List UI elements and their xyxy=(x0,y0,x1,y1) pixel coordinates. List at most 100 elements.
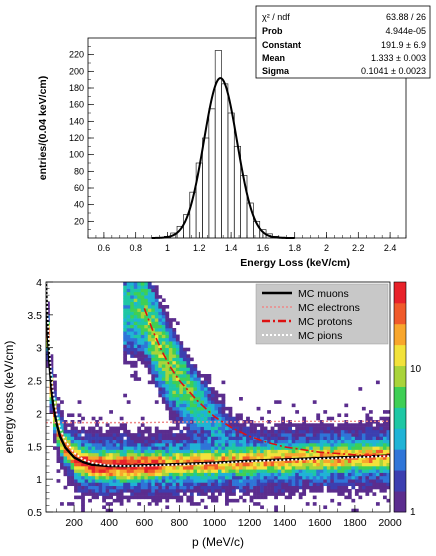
x-tick-label: 1.6 xyxy=(257,243,270,253)
heatmap-cell xyxy=(323,472,328,477)
heatmap-cell xyxy=(281,482,285,487)
heatmap-cell xyxy=(186,469,191,473)
heatmap-cell xyxy=(123,439,128,444)
heatmap-cell xyxy=(214,400,219,404)
heatmap-cell xyxy=(379,449,384,454)
heatmap-cell xyxy=(151,285,156,289)
heatmap-cell xyxy=(298,439,303,444)
heatmap-cell xyxy=(91,475,96,480)
heatmap-cell xyxy=(154,321,159,326)
heatmap-cell xyxy=(74,443,78,447)
heatmap-cell xyxy=(368,472,373,477)
heatmap-cell xyxy=(337,452,342,457)
heatmap-cell xyxy=(102,446,106,450)
heatmap-cell xyxy=(193,446,198,450)
heatmap-cell xyxy=(165,475,170,480)
heatmap-cell xyxy=(316,433,321,437)
heatmap-cell xyxy=(67,439,71,444)
heatmap-cell xyxy=(67,469,71,473)
heatmap-cell xyxy=(158,495,163,500)
heatmap-cell xyxy=(175,469,180,473)
heatmap-cell xyxy=(260,492,264,496)
heatmap-cell xyxy=(379,436,384,441)
heatmap-cell xyxy=(172,449,177,454)
heatmap-cell xyxy=(298,469,303,473)
heatmap-cell xyxy=(140,321,145,326)
heatmap-cell xyxy=(249,489,254,493)
heatmap-cell xyxy=(284,436,289,441)
heatmap-cell xyxy=(225,479,229,483)
heatmap-cell xyxy=(53,423,57,427)
heatmap-cell xyxy=(298,472,303,477)
heatmap-cell xyxy=(130,334,135,339)
heatmap-cell xyxy=(225,472,229,477)
heatmap-cell xyxy=(382,456,387,460)
heatmap-cell xyxy=(302,423,307,427)
heatmap-cell xyxy=(161,347,166,352)
heatmap-cell xyxy=(274,479,278,483)
heatmap-cell xyxy=(249,433,254,437)
x-tick-label: 1.4 xyxy=(225,243,238,253)
heatmap-cell xyxy=(151,288,156,293)
heatmap-cell xyxy=(361,443,366,447)
heatmap-cell xyxy=(144,354,149,358)
heatmap-cell xyxy=(354,492,359,496)
heatmap-plot-frame xyxy=(45,281,391,513)
heatmap-cell xyxy=(218,456,222,460)
heatmap-cell xyxy=(319,475,324,480)
heatmap-cell xyxy=(95,456,99,460)
heatmap-cell xyxy=(260,482,264,487)
heatmap-cell xyxy=(302,439,307,444)
heatmap-cell xyxy=(147,475,152,480)
heatmap-cell xyxy=(74,452,78,457)
heatmap-cell xyxy=(67,502,71,506)
heatmap-cell xyxy=(312,475,317,480)
heatmap-cell xyxy=(344,403,349,408)
heatmap-cell xyxy=(70,482,75,487)
heatmap-cell xyxy=(112,443,117,447)
heatmap-cell xyxy=(182,456,187,460)
heatmap-cell xyxy=(372,449,377,454)
heatmap-cell xyxy=(270,492,275,496)
heatmap-cell xyxy=(189,475,194,480)
heatmap-cell xyxy=(63,466,68,470)
heatmap-cell xyxy=(137,466,142,470)
heatmap-cell xyxy=(207,420,212,424)
heatmap-cell xyxy=(214,393,219,398)
heatmap-cell xyxy=(302,479,307,483)
heatmap-cell xyxy=(126,311,131,316)
heatmap-cell xyxy=(232,436,236,441)
heatmap-cell xyxy=(288,475,293,480)
heatmap-cell xyxy=(218,410,222,414)
heatmap-cell xyxy=(274,400,278,404)
heatmap-cell xyxy=(182,459,187,464)
heatmap-cell xyxy=(123,472,128,477)
heatmap-cell xyxy=(277,482,282,487)
heatmap-cell xyxy=(154,433,159,437)
heatmap-cell xyxy=(98,429,103,434)
heatmap-cell xyxy=(144,285,149,289)
heatmap-cell xyxy=(203,426,208,431)
heatmap-cell xyxy=(165,433,170,437)
heatmap-cell xyxy=(221,393,226,398)
heatmap-cell xyxy=(123,305,128,309)
heatmap-cell xyxy=(126,314,131,319)
heatmap-cell xyxy=(140,456,145,460)
heatmap-cell xyxy=(193,452,198,457)
heatmap-cell xyxy=(74,472,78,477)
heatmap-cell xyxy=(158,446,163,450)
heatmap-cell xyxy=(270,456,275,460)
heatmap-cell xyxy=(133,482,138,487)
heatmap-cell xyxy=(53,439,57,444)
heatmap-cell xyxy=(91,429,96,434)
heatmap-cell xyxy=(161,482,166,487)
heatmap-cell xyxy=(175,367,180,372)
histogram-panel: 0.6 0.8 1 1.2 1.4 1.6 1.8 2 2.2 2.4 2040608010012… xyxy=(37,5,431,269)
heatmap-cell xyxy=(154,318,159,322)
heatmap-cell xyxy=(263,475,268,480)
heatmap-cell xyxy=(302,429,307,434)
heatmap-cell xyxy=(203,416,208,421)
heatmap-cell xyxy=(203,429,208,434)
heatmap-cell xyxy=(77,456,82,460)
heatmap-cell xyxy=(246,439,250,444)
